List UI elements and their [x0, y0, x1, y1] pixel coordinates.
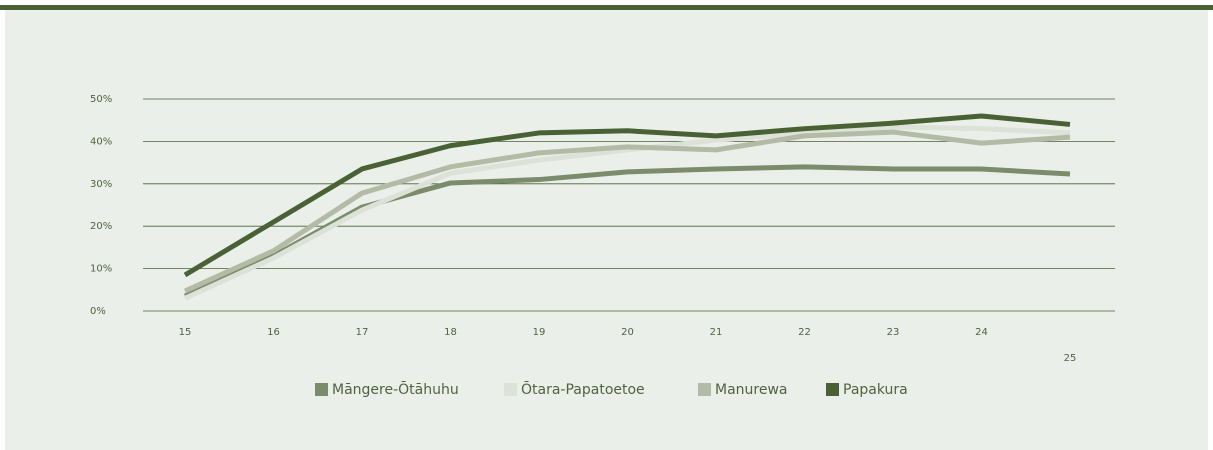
- y-tick-label: 20%: [90, 221, 112, 232]
- y-tick-label: 10%: [90, 264, 112, 275]
- legend-swatch: [504, 383, 517, 396]
- series-line: [183, 129, 1071, 294]
- legend-swatch: [826, 383, 839, 396]
- series-line: [183, 124, 1071, 301]
- legend-label: Manurewa: [715, 382, 788, 398]
- x-tick-label: 19: [533, 327, 546, 338]
- x-tick-label: 18: [444, 327, 457, 338]
- legend-label: Papakura: [843, 382, 908, 398]
- legend-swatch: [698, 383, 711, 396]
- legend-swatch: [315, 383, 328, 396]
- legend-label: Ōtara-Papatoetoe: [521, 381, 645, 398]
- y-tick-label: 40%: [90, 136, 112, 147]
- y-tick-label: 0%: [90, 306, 106, 317]
- x-tick-label: 24: [975, 327, 988, 338]
- x-tick-label: 17: [356, 327, 369, 338]
- x-tick-label: 16: [267, 327, 280, 338]
- series-line: [183, 113, 1071, 278]
- x-tick-label: 20: [621, 327, 634, 338]
- x-tick-label: 22: [798, 327, 811, 338]
- y-tick-label: 50%: [90, 94, 112, 105]
- top-bar: [0, 5, 1213, 10]
- x-tick-label: 23: [887, 327, 900, 338]
- x-tick-label: 25: [1064, 353, 1077, 364]
- y-tick-label: 30%: [90, 179, 112, 190]
- legend-label: Māngere-Ōtāhuhu: [332, 381, 459, 398]
- x-tick-label: 15: [179, 327, 192, 338]
- x-tick-label: 21: [710, 327, 723, 338]
- panel: [5, 10, 1208, 450]
